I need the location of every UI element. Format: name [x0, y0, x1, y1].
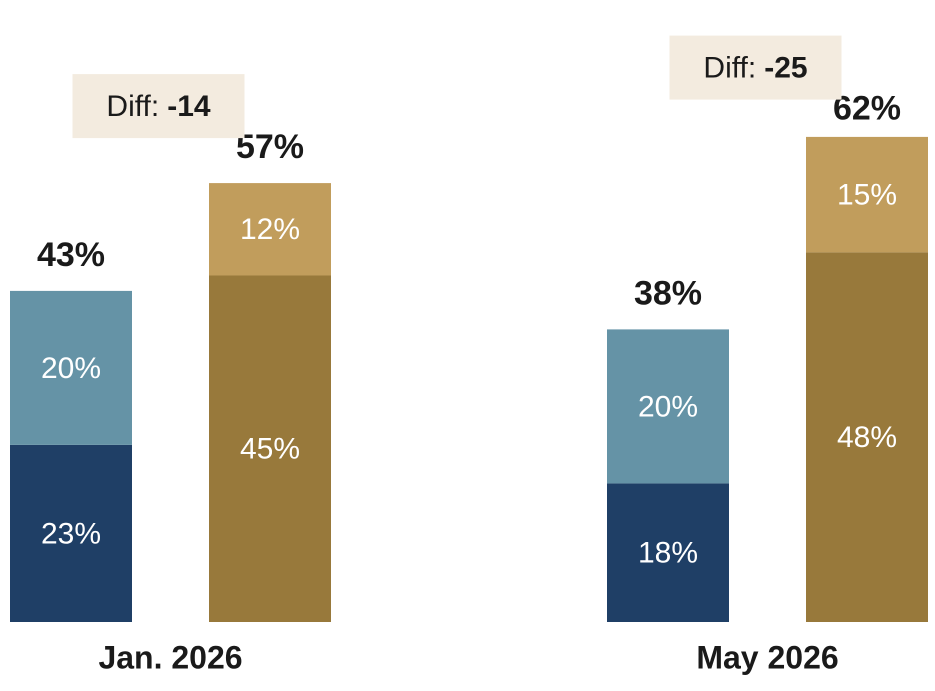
annotation: Diff: -14 [106, 90, 210, 123]
annotation: Diff: -25 [703, 52, 807, 85]
bar-segment [607, 329, 729, 484]
segment-label: 20% [41, 352, 101, 385]
bar-segment [209, 183, 331, 276]
bar-segment [209, 275, 331, 622]
annotation-label: Diff: [106, 90, 159, 123]
segment-label: 15% [837, 179, 897, 212]
annotation-box [72, 74, 245, 139]
segment-label: 48% [837, 421, 897, 454]
total-label: 57% [236, 128, 304, 166]
annotation-box [669, 35, 842, 100]
segment-label: 23% [41, 517, 101, 550]
bar-segment [10, 290, 132, 445]
annotation-value: -25 [764, 52, 807, 85]
bar-segment [607, 483, 729, 622]
segment-label: 18% [638, 537, 698, 570]
annotation-label: Diff: [703, 52, 756, 85]
bar-segment [806, 252, 928, 622]
segment-label: 12% [240, 213, 300, 246]
bar-segment [10, 444, 132, 622]
category-label: Jan. 2026 [98, 639, 242, 675]
category-label: May 2026 [696, 639, 838, 675]
total-label: 38% [634, 274, 702, 312]
total-label: 62% [833, 90, 901, 128]
segment-label: 20% [638, 390, 698, 423]
annotation-value: -14 [167, 90, 211, 123]
total-label: 43% [37, 236, 105, 274]
bar-segment [806, 136, 928, 253]
segment-label: 45% [240, 433, 300, 466]
